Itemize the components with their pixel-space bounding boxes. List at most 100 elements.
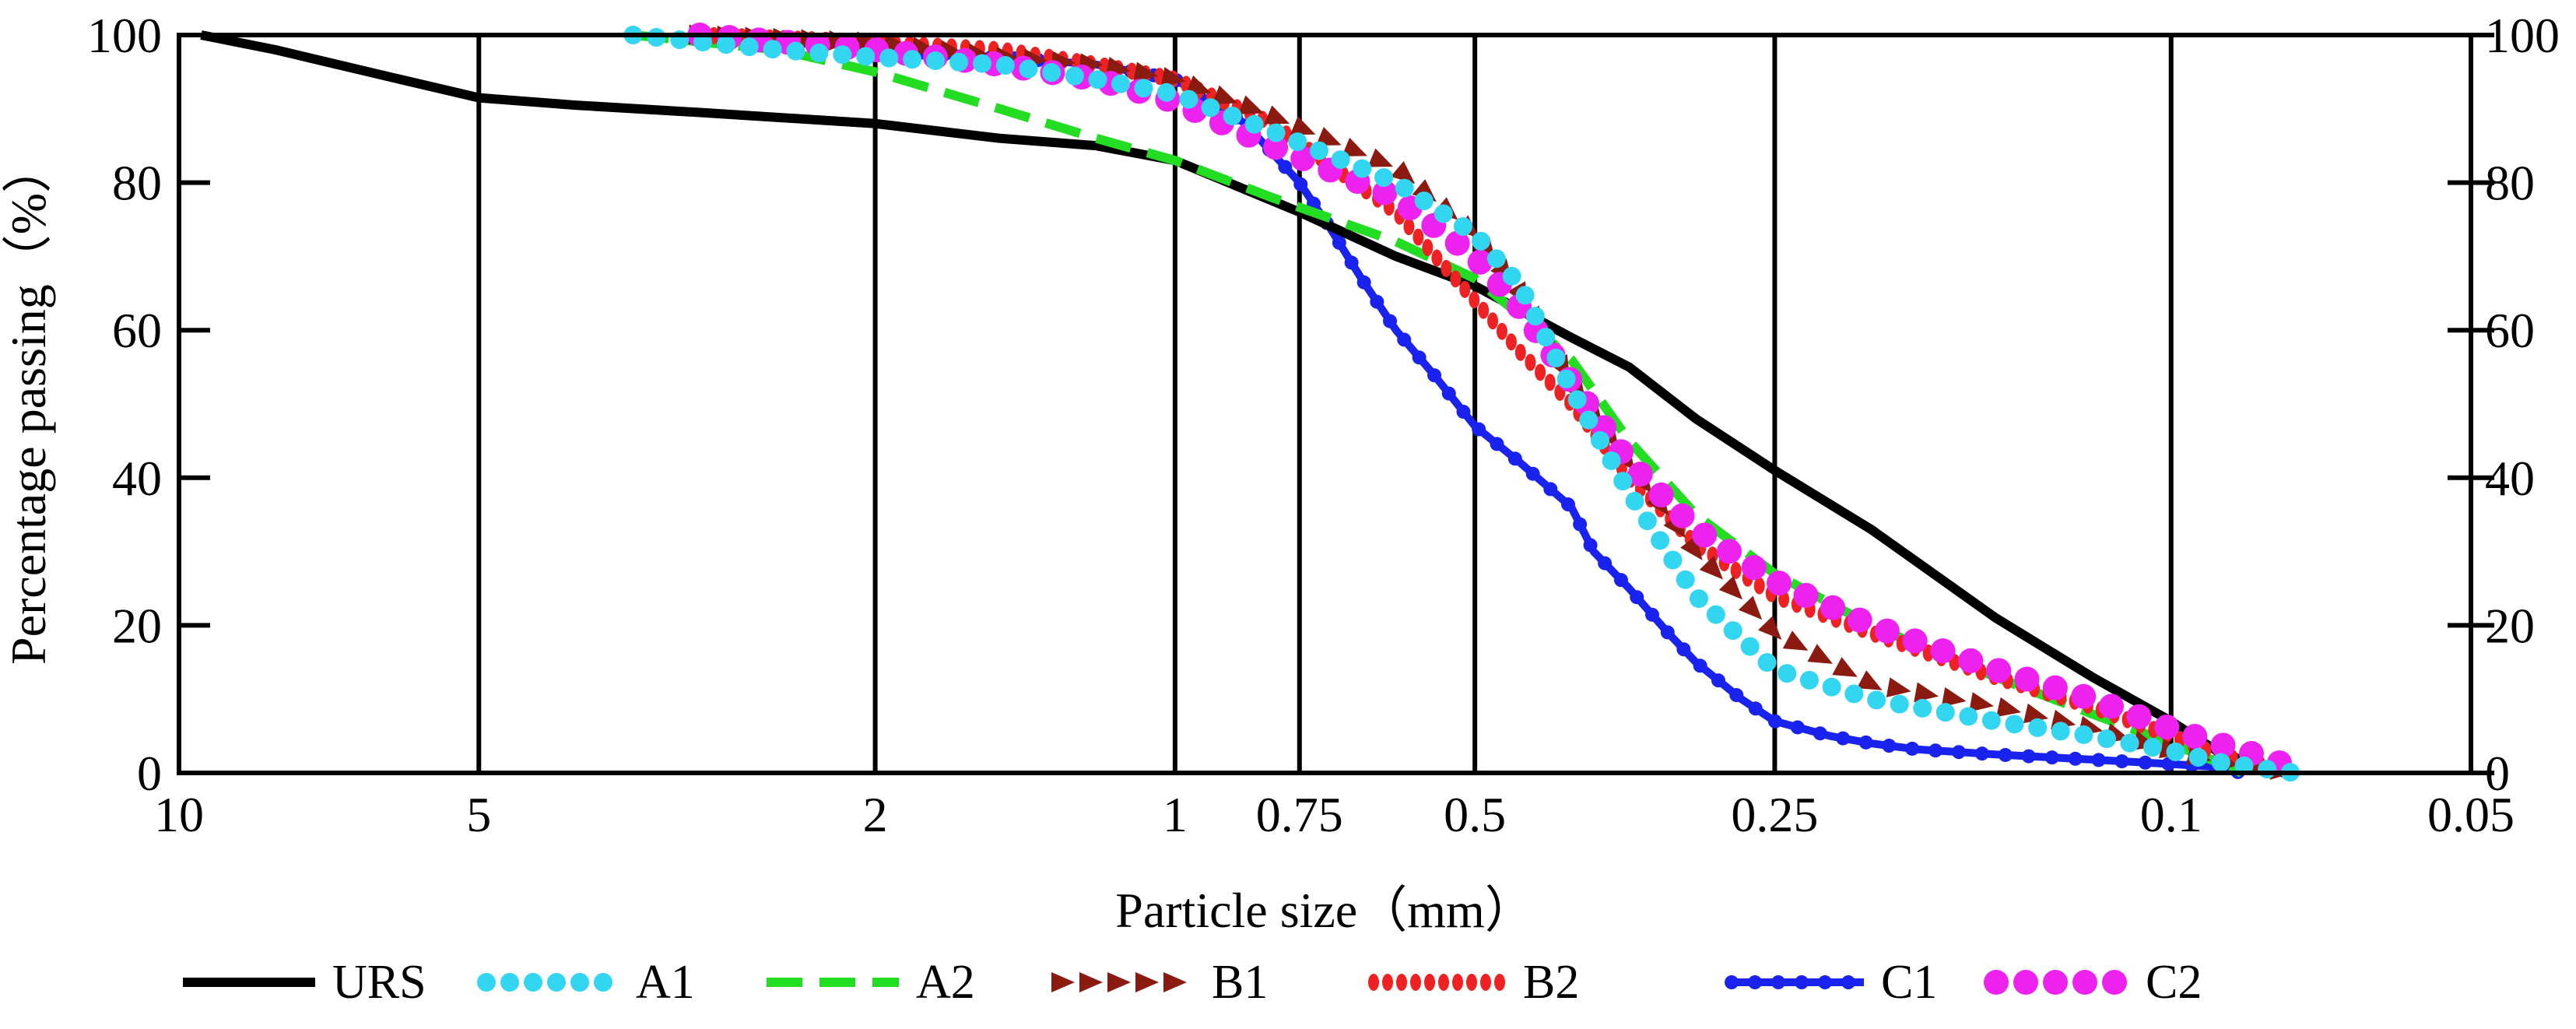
x-tick-label: 0.05 bbox=[2427, 787, 2515, 842]
legend-C1-swatch-marker bbox=[1748, 975, 1762, 989]
left-y-tick-label: 60 bbox=[112, 303, 162, 358]
series-A1-marker bbox=[2120, 733, 2139, 753]
series-A1-marker bbox=[1567, 390, 1587, 409]
series-C1-marker bbox=[1472, 422, 1486, 437]
series-B2-marker bbox=[1730, 561, 1742, 579]
legend-C2-swatch-marker bbox=[2013, 970, 2038, 995]
legend-entry-A1: A1 bbox=[477, 956, 695, 1009]
series-A1-marker bbox=[1890, 694, 1909, 714]
series-A1-marker bbox=[903, 50, 922, 69]
series-C2-marker bbox=[1669, 503, 1695, 529]
series-B2-marker bbox=[1441, 259, 1452, 277]
left-y-tick-label: 40 bbox=[112, 451, 162, 506]
legend-C2-swatch-marker bbox=[1984, 970, 2009, 995]
right-y-tick-label: 0 bbox=[2485, 746, 2510, 801]
legend-C1-label: C1 bbox=[1881, 956, 1937, 1009]
series-B1-marker bbox=[1133, 61, 1159, 83]
series-A1-marker bbox=[1395, 178, 1414, 198]
series-B1-marker bbox=[1185, 75, 1212, 95]
legend-A1-swatch-marker bbox=[570, 973, 589, 992]
legend-B2-swatch-marker bbox=[1480, 974, 1491, 991]
series-C1-marker bbox=[1729, 688, 1744, 703]
series-C2-marker bbox=[1793, 582, 1819, 608]
series-A1-marker bbox=[1179, 90, 1199, 109]
series-B1-marker bbox=[1807, 644, 1834, 664]
series-C2-marker bbox=[1741, 555, 1767, 581]
series-C2-marker bbox=[1444, 230, 1470, 256]
series-B2-marker bbox=[1459, 280, 1471, 298]
series-A1-marker bbox=[1556, 369, 1576, 388]
left-y-tick-label: 100 bbox=[87, 8, 162, 63]
series-B2 bbox=[694, 26, 2293, 780]
legend-A1-swatch-marker bbox=[477, 973, 496, 992]
x-tick-label: 0.5 bbox=[1444, 787, 1506, 842]
series-A1-marker bbox=[2234, 756, 2254, 775]
series-C1-marker bbox=[1998, 747, 2013, 762]
series-B2-marker bbox=[1505, 333, 1517, 351]
series-A1-marker bbox=[1414, 191, 1434, 211]
series-A1-marker bbox=[786, 41, 805, 61]
series-C1-marker bbox=[1278, 160, 1293, 174]
series-B1-marker bbox=[1856, 670, 1883, 690]
legend-B2-swatch-marker bbox=[1382, 974, 1393, 991]
series-C1-marker bbox=[1356, 275, 1371, 290]
series-A1-marker bbox=[972, 54, 991, 73]
series-A1-marker bbox=[1434, 204, 1453, 223]
x-tick-label: 5 bbox=[466, 787, 491, 842]
series-A1-marker bbox=[2028, 718, 2048, 737]
series-C1-marker bbox=[1613, 573, 1628, 588]
x-tick-label: 2 bbox=[863, 787, 888, 842]
series-C2-marker bbox=[1372, 180, 1398, 205]
series-A1-marker bbox=[1676, 570, 1695, 589]
series-A1-marker bbox=[1223, 106, 1242, 125]
series-A1-marker bbox=[647, 28, 666, 47]
series-B1-marker bbox=[1160, 67, 1186, 87]
series-B2-marker bbox=[1413, 228, 1424, 246]
series-A1-marker bbox=[1453, 217, 1472, 237]
series-C1-marker bbox=[1748, 701, 1763, 716]
series-B1-marker bbox=[1969, 692, 1994, 712]
legend-B1-swatch-marker bbox=[1107, 972, 1131, 992]
series-A1-marker bbox=[1134, 79, 1153, 98]
legend-entry-C2: C2 bbox=[1984, 956, 2202, 1009]
legend-C2-swatch-marker bbox=[2043, 970, 2068, 995]
right-y-tick-label: 80 bbox=[2485, 156, 2535, 211]
series-A1-marker bbox=[693, 33, 713, 52]
series-C1-marker bbox=[1507, 451, 1522, 466]
x-tick-label: 0.75 bbox=[1256, 787, 1343, 842]
series-C2-marker bbox=[2071, 683, 2097, 709]
legend-B1-swatch-marker bbox=[1079, 972, 1103, 992]
series-A1-marker bbox=[1913, 698, 1932, 718]
series-A1-marker bbox=[1723, 621, 1742, 641]
legend-B2-swatch-marker bbox=[1466, 974, 1477, 991]
legend-B2-swatch-marker bbox=[1396, 974, 1407, 991]
legend-B2-swatch-marker bbox=[1424, 974, 1435, 991]
series-B2-marker bbox=[1753, 577, 1765, 595]
series-A1-marker bbox=[2097, 729, 2116, 749]
series-A1-marker bbox=[1536, 328, 1556, 347]
series-A1-marker bbox=[1201, 98, 1220, 118]
series-A1-marker bbox=[926, 51, 946, 71]
series-C2-marker bbox=[1716, 539, 1742, 564]
series-B1-marker bbox=[1699, 555, 1723, 580]
series-C2-marker bbox=[1820, 595, 1846, 620]
series-A1-marker bbox=[2074, 725, 2093, 744]
series-C1-marker bbox=[1630, 590, 1644, 605]
series-C2-marker bbox=[2014, 666, 2040, 692]
series-C1-marker bbox=[1858, 735, 1873, 750]
right-y-tick-label: 20 bbox=[2485, 598, 2535, 653]
series-B1-marker bbox=[1212, 85, 1238, 104]
legend-C2-label: C2 bbox=[2146, 956, 2202, 1009]
series-A1-marker bbox=[2211, 753, 2230, 772]
legend-B2-swatch-marker bbox=[1452, 974, 1463, 991]
series-C2-marker bbox=[1692, 522, 1718, 548]
series-C2-marker bbox=[1874, 618, 1900, 644]
legend-B2-swatch-marker bbox=[1494, 974, 1505, 991]
series-B1-marker bbox=[1390, 160, 1416, 184]
series-A1-marker bbox=[995, 56, 1015, 76]
series-B2-marker bbox=[1487, 312, 1499, 330]
series-A1-marker bbox=[1353, 159, 1372, 178]
series-C1-marker bbox=[1293, 177, 1308, 191]
series-A1-marker bbox=[1266, 123, 1286, 142]
